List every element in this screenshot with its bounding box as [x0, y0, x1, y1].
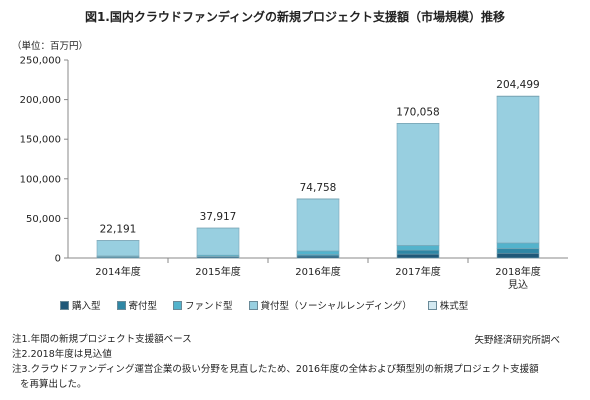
- legend-item: 貸付型（ソーシャルレンディング）: [248, 298, 412, 312]
- total-value-label: 204,499: [496, 79, 539, 91]
- note-2: 注2.2018年度は見込値: [12, 349, 112, 360]
- legend-swatch: [60, 301, 69, 310]
- legend: 購入型 寄付型 ファンド型 貸付型（ソーシャルレンディング） 株式型: [60, 298, 484, 312]
- bar-segment: [96, 240, 140, 257]
- bar-segment: [396, 249, 440, 255]
- note-3-continued: を再算出した。: [20, 379, 87, 390]
- total-value-label: 74,758: [300, 182, 337, 194]
- bar-chart: 0 50,000 100,000 150,000 200,000 250,000 22,19…: [20, 56, 568, 291]
- bar-segment: [496, 242, 540, 249]
- legend-swatch: [427, 301, 437, 310]
- legend-item: 株式型: [427, 298, 469, 312]
- y-tick-label: 100,000: [20, 174, 61, 185]
- x-tick-label: 2017年度: [395, 265, 440, 278]
- legend-item: 寄付型: [116, 298, 158, 312]
- bar-segment: [296, 198, 340, 252]
- note-3: 注3.クラウドファンディング運営企業の扱い分野を見直したため、2016年度の全体…: [12, 364, 539, 375]
- bar-segment: [296, 250, 340, 255]
- y-tick-label: 150,000: [20, 135, 61, 146]
- bar-segment: [396, 123, 440, 246]
- legend-item: 購入型: [60, 298, 101, 312]
- legend-swatch: [116, 301, 126, 310]
- bar-segment: [496, 96, 540, 244]
- x-tick-label: 2016年度: [295, 265, 340, 278]
- total-value-label: 22,191: [100, 223, 137, 235]
- legend-swatch: [173, 301, 183, 310]
- y-tick-label: 50,000: [26, 214, 61, 225]
- bar-segment: [396, 245, 440, 251]
- legend-label: 購入型: [72, 301, 101, 312]
- bar-segment: [396, 253, 440, 259]
- bar-segment: [496, 252, 540, 259]
- total-value-label: 37,917: [200, 211, 237, 223]
- bar-segment: [196, 227, 240, 256]
- x-tick-label: 2015年度: [195, 265, 240, 278]
- x-tick-sublabel: 見込: [508, 279, 528, 291]
- chart-title: 図1.国内クラウドファンディングの新規プロジェクト支援額（市場規模）推移: [84, 10, 506, 24]
- legend-label: ファンド型: [185, 301, 233, 312]
- legend-label: 貸付型（ソーシャルレンディング）: [260, 301, 412, 312]
- note-1: 注1.年間の新規プロジェクト支援額ベース: [12, 334, 192, 345]
- bar-segment: [496, 248, 540, 254]
- legend-item: ファンド型: [173, 298, 233, 312]
- bar-segment: [296, 255, 340, 259]
- y-tick-label: 250,000: [20, 56, 61, 67]
- total-value-label: 170,058: [396, 106, 439, 118]
- x-tick-label: 2018年度: [495, 265, 540, 278]
- y-tick-label: 200,000: [20, 95, 61, 106]
- source-label: 矢野経済研究所調べ: [474, 335, 560, 346]
- legend-label: 株式型: [439, 301, 469, 312]
- y-tick-label: 0: [55, 254, 61, 265]
- legend-label: 寄付型: [128, 301, 158, 312]
- notes: 注1.年間の新規プロジェクト支援額ベース 注2.2018年度は見込値 注3.クラ…: [12, 332, 539, 392]
- legend-swatch: [248, 301, 258, 310]
- x-tick-label: 2014年度: [95, 265, 140, 278]
- unit-label: （単位：百万円）: [12, 41, 89, 52]
